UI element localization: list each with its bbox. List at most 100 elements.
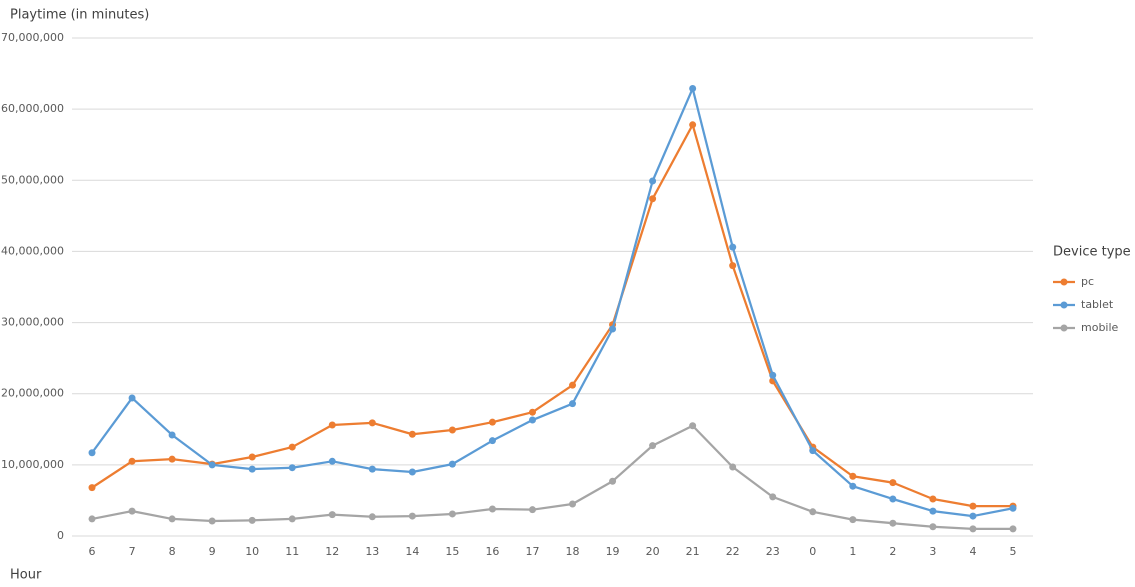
data-point xyxy=(368,513,376,521)
legend-marker xyxy=(1060,301,1068,309)
data-point xyxy=(569,500,577,508)
data-point xyxy=(528,416,536,424)
data-point xyxy=(609,325,617,333)
x-tick-label: 12 xyxy=(325,545,339,558)
y-tick-label: 50,000,000 xyxy=(1,173,64,186)
data-point xyxy=(168,431,176,439)
data-point xyxy=(328,421,336,429)
data-point xyxy=(849,482,857,490)
data-point xyxy=(649,195,657,203)
x-tick-label: 9 xyxy=(209,545,216,558)
y-tick-label: 0 xyxy=(57,529,64,542)
data-point xyxy=(849,516,857,524)
legend-marker xyxy=(1060,324,1068,332)
x-tick-label: 11 xyxy=(285,545,299,558)
x-tick-label: 17 xyxy=(525,545,539,558)
data-point xyxy=(889,479,897,487)
data-point xyxy=(488,437,496,445)
x-tick-label: 13 xyxy=(365,545,379,558)
legend-label: tablet xyxy=(1081,298,1114,311)
data-point xyxy=(528,506,536,514)
y-tick-label: 30,000,000 xyxy=(1,316,64,329)
data-point xyxy=(88,484,96,492)
data-point xyxy=(528,408,536,416)
data-point xyxy=(969,525,977,533)
data-point xyxy=(809,508,817,516)
data-point xyxy=(649,442,657,450)
data-point xyxy=(889,519,897,527)
data-point xyxy=(689,422,697,430)
data-point xyxy=(288,515,296,523)
data-point xyxy=(208,517,216,525)
data-point xyxy=(769,371,777,379)
x-tick-label: 8 xyxy=(169,545,176,558)
data-point xyxy=(809,447,817,455)
data-point xyxy=(168,515,176,523)
data-point xyxy=(248,516,256,524)
x-tick-label: 7 xyxy=(129,545,136,558)
data-point xyxy=(128,507,136,515)
data-point xyxy=(88,515,96,523)
data-point xyxy=(168,455,176,463)
x-tick-label: 20 xyxy=(646,545,660,558)
data-point xyxy=(1009,525,1017,533)
data-point xyxy=(969,512,977,520)
x-tick-label: 23 xyxy=(766,545,780,558)
series-line xyxy=(91,87,1014,518)
data-point xyxy=(649,177,657,185)
x-tick-label: 4 xyxy=(969,545,976,558)
x-tick-label: 21 xyxy=(686,545,700,558)
x-tick-label: 1 xyxy=(849,545,856,558)
data-point xyxy=(929,507,937,515)
data-point xyxy=(448,426,456,434)
x-tick-label: 14 xyxy=(405,545,419,558)
data-point xyxy=(609,477,617,485)
data-point xyxy=(288,464,296,472)
data-point xyxy=(128,457,136,465)
data-point xyxy=(88,449,96,457)
data-point xyxy=(689,121,697,129)
legend-title: Device type xyxy=(1053,245,1131,260)
data-point xyxy=(488,418,496,426)
data-point xyxy=(889,495,897,503)
data-point xyxy=(448,460,456,468)
data-point xyxy=(729,463,737,471)
data-point xyxy=(929,523,937,531)
x-tick-label: 6 xyxy=(89,545,96,558)
data-point xyxy=(849,472,857,480)
y-tick-label: 10,000,000 xyxy=(1,458,64,471)
x-tick-label: 5 xyxy=(1009,545,1016,558)
series-line xyxy=(91,123,1013,508)
data-point xyxy=(128,394,136,402)
y-tick-label: 40,000,000 xyxy=(1,244,64,257)
data-point xyxy=(1009,504,1017,512)
x-tick-label: 16 xyxy=(485,545,499,558)
data-point xyxy=(288,443,296,451)
data-point xyxy=(408,430,416,438)
y-tick-label: 20,000,000 xyxy=(1,387,64,400)
data-point xyxy=(569,381,577,389)
data-point xyxy=(408,512,416,520)
series-line xyxy=(91,424,1013,531)
x-tick-label: 19 xyxy=(606,545,620,558)
data-point xyxy=(328,511,336,519)
data-point xyxy=(488,505,496,513)
legend-label: pc xyxy=(1081,275,1094,288)
data-point xyxy=(368,419,376,427)
data-point xyxy=(248,465,256,473)
y-tick-label: 70,000,000 xyxy=(1,31,64,44)
data-point xyxy=(448,510,456,518)
y-axis-title: Playtime (in minutes) xyxy=(10,8,149,23)
data-point xyxy=(729,262,737,270)
data-point xyxy=(328,457,336,465)
x-tick-label: 22 xyxy=(726,545,740,558)
data-point xyxy=(769,493,777,501)
data-point xyxy=(569,400,577,408)
data-point xyxy=(408,468,416,476)
data-point xyxy=(248,453,256,461)
x-tick-label: 10 xyxy=(245,545,259,558)
y-tick-label: 60,000,000 xyxy=(1,102,64,115)
data-point xyxy=(969,502,977,510)
x-tick-label: 2 xyxy=(889,545,896,558)
